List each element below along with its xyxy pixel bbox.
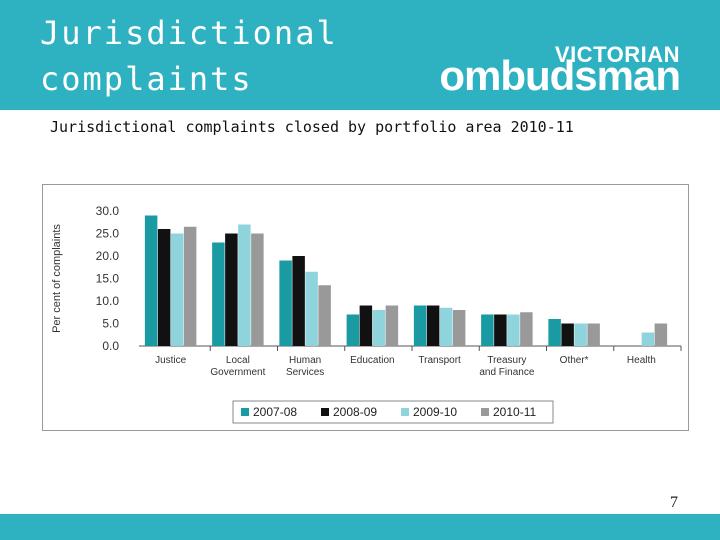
- bar: [561, 323, 574, 346]
- bar: [183, 226, 197, 346]
- bar: [225, 233, 238, 346]
- bar: [507, 314, 520, 346]
- footer-bar: [0, 514, 720, 540]
- x-tick-label: Treasury and Finance: [479, 355, 534, 378]
- bar: [520, 312, 533, 346]
- bar: [385, 305, 399, 346]
- y-tick-label: 15.0: [96, 272, 120, 286]
- x-tick-label: Other*: [560, 355, 589, 366]
- y-tick-label: 25.0: [96, 227, 120, 241]
- legend-label: 2010-11: [493, 405, 536, 419]
- bar: [641, 332, 655, 346]
- bar: [292, 256, 305, 346]
- bar: [548, 319, 561, 346]
- y-tick-label: 20.0: [96, 249, 120, 263]
- bar: [413, 305, 427, 346]
- x-tick-label: Local Government: [210, 355, 265, 378]
- x-tick-label: Education: [350, 355, 394, 366]
- legend-box: [232, 400, 554, 424]
- y-tick-label: 5.0: [102, 317, 119, 331]
- y-tick-label: 10.0: [96, 294, 120, 308]
- x-tick-label: Transport: [418, 355, 461, 366]
- x-tick-label: Justice: [155, 355, 187, 366]
- bar-chart: Per cent of complaints 0.0 5.0 10.0 15.0 20.0…: [51, 204, 682, 424]
- logo-top-text: VICTORIAN: [554, 42, 680, 67]
- ombudsman-logo: VICTORIAN ombudsman: [408, 40, 681, 99]
- legend-label: 2007-08: [253, 405, 297, 419]
- legend-label: 2009-10: [413, 405, 457, 419]
- legend-swatch: [481, 408, 489, 416]
- bar: [574, 323, 587, 346]
- title-bar: Jurisdictional complaints VICTORIAN ombu…: [0, 0, 720, 110]
- bar: [144, 215, 158, 346]
- x-tick-label: Human Services: [286, 355, 324, 378]
- bar: [346, 314, 360, 346]
- bar: [452, 310, 466, 346]
- y-tick-label: 0.0: [102, 339, 119, 353]
- bar: [251, 233, 264, 346]
- bar: [494, 314, 507, 346]
- y-axis-label: Per cent of complaints: [51, 224, 63, 333]
- bar: [359, 305, 373, 346]
- chart-subtitle: Jurisdictional complaints closed by port…: [50, 118, 574, 136]
- bar: [157, 229, 171, 346]
- x-tick-label: Health: [627, 355, 656, 366]
- legend-label: 2008-09: [333, 405, 377, 419]
- bar: [170, 233, 184, 346]
- bar: [305, 271, 318, 346]
- legend-swatch: [321, 408, 329, 416]
- page-number: 7: [670, 494, 678, 511]
- bar: [372, 310, 386, 346]
- bar: [587, 323, 600, 346]
- bar: [481, 314, 494, 346]
- bar: [238, 224, 251, 346]
- y-tick-label: 30.0: [96, 204, 120, 218]
- legend-swatch: [241, 408, 249, 416]
- bar: [318, 285, 331, 346]
- slide-title: Jurisdictional complaints: [40, 14, 338, 98]
- chart-frame: Per cent of complaints 0.0 5.0 10.0 15.0 20.0…: [42, 184, 689, 431]
- bar: [212, 242, 225, 346]
- logo-main-text: ombudsman: [439, 52, 681, 99]
- bar: [654, 323, 668, 346]
- legend-swatch: [401, 408, 409, 416]
- bar: [279, 260, 292, 346]
- bar: [426, 305, 440, 346]
- bar: [439, 307, 453, 346]
